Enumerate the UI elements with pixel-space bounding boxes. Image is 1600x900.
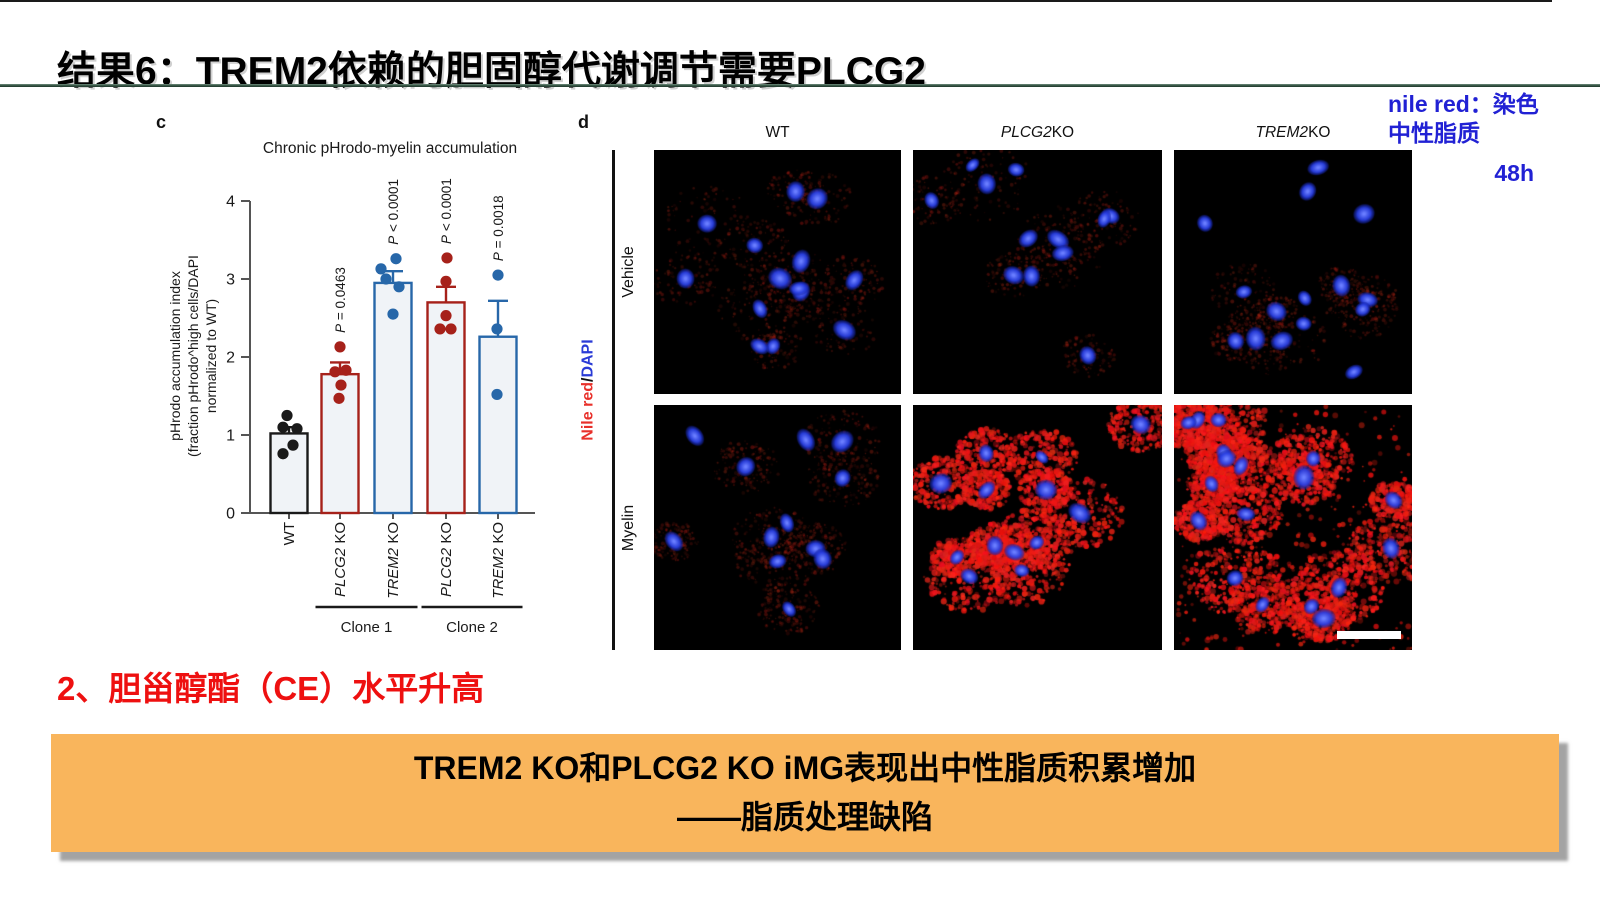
nile-red-annotation: nile red：染色中性脂质 48h: [1388, 90, 1548, 188]
p-value-label: P = 0.0463: [333, 267, 348, 333]
bar: [373, 281, 413, 515]
bar: [426, 301, 466, 515]
data-point: [375, 263, 387, 275]
row-label-vehicle: Vehicle: [620, 246, 637, 298]
data-point: [387, 308, 399, 320]
y-axis-label-line: normalized to WT): [203, 299, 219, 413]
p-value-label: P = 0.0018: [491, 195, 506, 261]
micrograph-vehicle-wt: [654, 150, 901, 394]
data-point: [287, 439, 299, 451]
micrograph-myelin-trem2-ko: [1174, 405, 1412, 650]
y-tick-label: 4: [226, 194, 235, 211]
y-axis-label-line: pHrodo accumulation index: [167, 271, 183, 441]
data-point: [440, 275, 452, 287]
data-point: [390, 253, 402, 265]
data-point: [335, 379, 347, 391]
panel-c-label: c: [156, 112, 167, 132]
y-tick-label: 1: [226, 428, 235, 445]
data-point: [333, 392, 345, 404]
data-point: [334, 341, 346, 353]
data-point: [277, 448, 289, 460]
x-category-label: PLCG2 KO: [438, 522, 455, 597]
data-point: [491, 323, 503, 335]
x-category-label: PLCG2 KO: [332, 522, 349, 597]
x-category-label: WT: [281, 522, 298, 545]
red-caption: 2、胆甾醇酯（CE）水平升高: [57, 670, 485, 707]
bar-chart-svg: Chronic pHrodo-myelin accumulation pHrodo…: [167, 140, 535, 636]
column-header-plcg2: PLCG2 KO: [1000, 124, 1075, 141]
data-point: [440, 310, 452, 322]
clone-group-label: Clone 2: [446, 619, 498, 636]
p-value-label: P < 0.0001: [386, 179, 401, 245]
slide-title: 结果6：TREM2依赖的胆固醇代谢调节需要PLCG2: [57, 50, 926, 94]
clone-group-label: Clone 1: [341, 619, 393, 636]
row-label-myelin: Myelin: [620, 504, 638, 551]
title-divider-line: [0, 84, 1600, 87]
micrograph-vehicle-plcg2-ko: [913, 150, 1162, 394]
column-header-wt: WT: [765, 124, 790, 141]
micrograph-vehicle-trem2-ko: [1174, 150, 1412, 394]
banner-line2: ——脂质处理缺陷: [676, 799, 933, 835]
chart-title: Chronic pHrodo-myelin accumulation: [263, 140, 517, 157]
banner-line1: TREM2 KO和PLCG2 KO iMG表现出中性脂质积累增加: [413, 750, 1197, 787]
x-category-label: TREM2 KO: [490, 522, 507, 599]
x-category-label: TREM2 KO: [385, 522, 402, 599]
y-tick-label: 0: [226, 506, 235, 523]
y-axis-label-line: (fraction pHrodo^high cells/DAPI: [185, 255, 201, 457]
nile-red-note-text: nile red：染色中性脂质: [1388, 91, 1539, 147]
stain-part: DAPI: [580, 339, 597, 378]
y-tick-label: 2: [226, 350, 235, 367]
bar-chart: Chronic pHrodo-myelin accumulation pHrodo…: [150, 104, 560, 656]
timepoint-note: 48h: [1494, 159, 1534, 186]
column-header-trem2: TREM2 KO: [1255, 124, 1331, 141]
data-point: [340, 364, 352, 376]
data-point: [491, 388, 503, 401]
micrograph-myelin-plcg2-ko: [913, 405, 1162, 650]
data-point: [445, 323, 457, 335]
data-point: [291, 423, 303, 435]
data-point: [492, 269, 504, 281]
slide-top-border: [0, 0, 1552, 2]
panel-d-axis-line: [612, 150, 615, 650]
y-tick-label: 3: [226, 272, 235, 289]
data-point: [380, 273, 392, 285]
micrograph-myelin-wt: [654, 405, 901, 650]
data-point: [277, 421, 289, 433]
scale-bar: [1337, 631, 1401, 639]
panel-d-label: d: [578, 112, 589, 132]
data-point: [329, 366, 341, 378]
p-value-label: P < 0.0001: [439, 178, 454, 244]
data-point: [281, 409, 293, 422]
data-point: [434, 323, 446, 335]
data-point: [393, 281, 405, 293]
stain-part: /: [580, 377, 597, 382]
conclusion-banner: TREM2 KO和PLCG2 KO iMG表现出中性脂质积累增加 ——脂质处理缺…: [51, 734, 1559, 852]
data-point: [441, 252, 453, 264]
stain-part: Nile red: [580, 382, 597, 441]
stain-legend-nile-red-dapi: Nile red/DAPI: [576, 300, 602, 480]
bar: [478, 335, 518, 515]
